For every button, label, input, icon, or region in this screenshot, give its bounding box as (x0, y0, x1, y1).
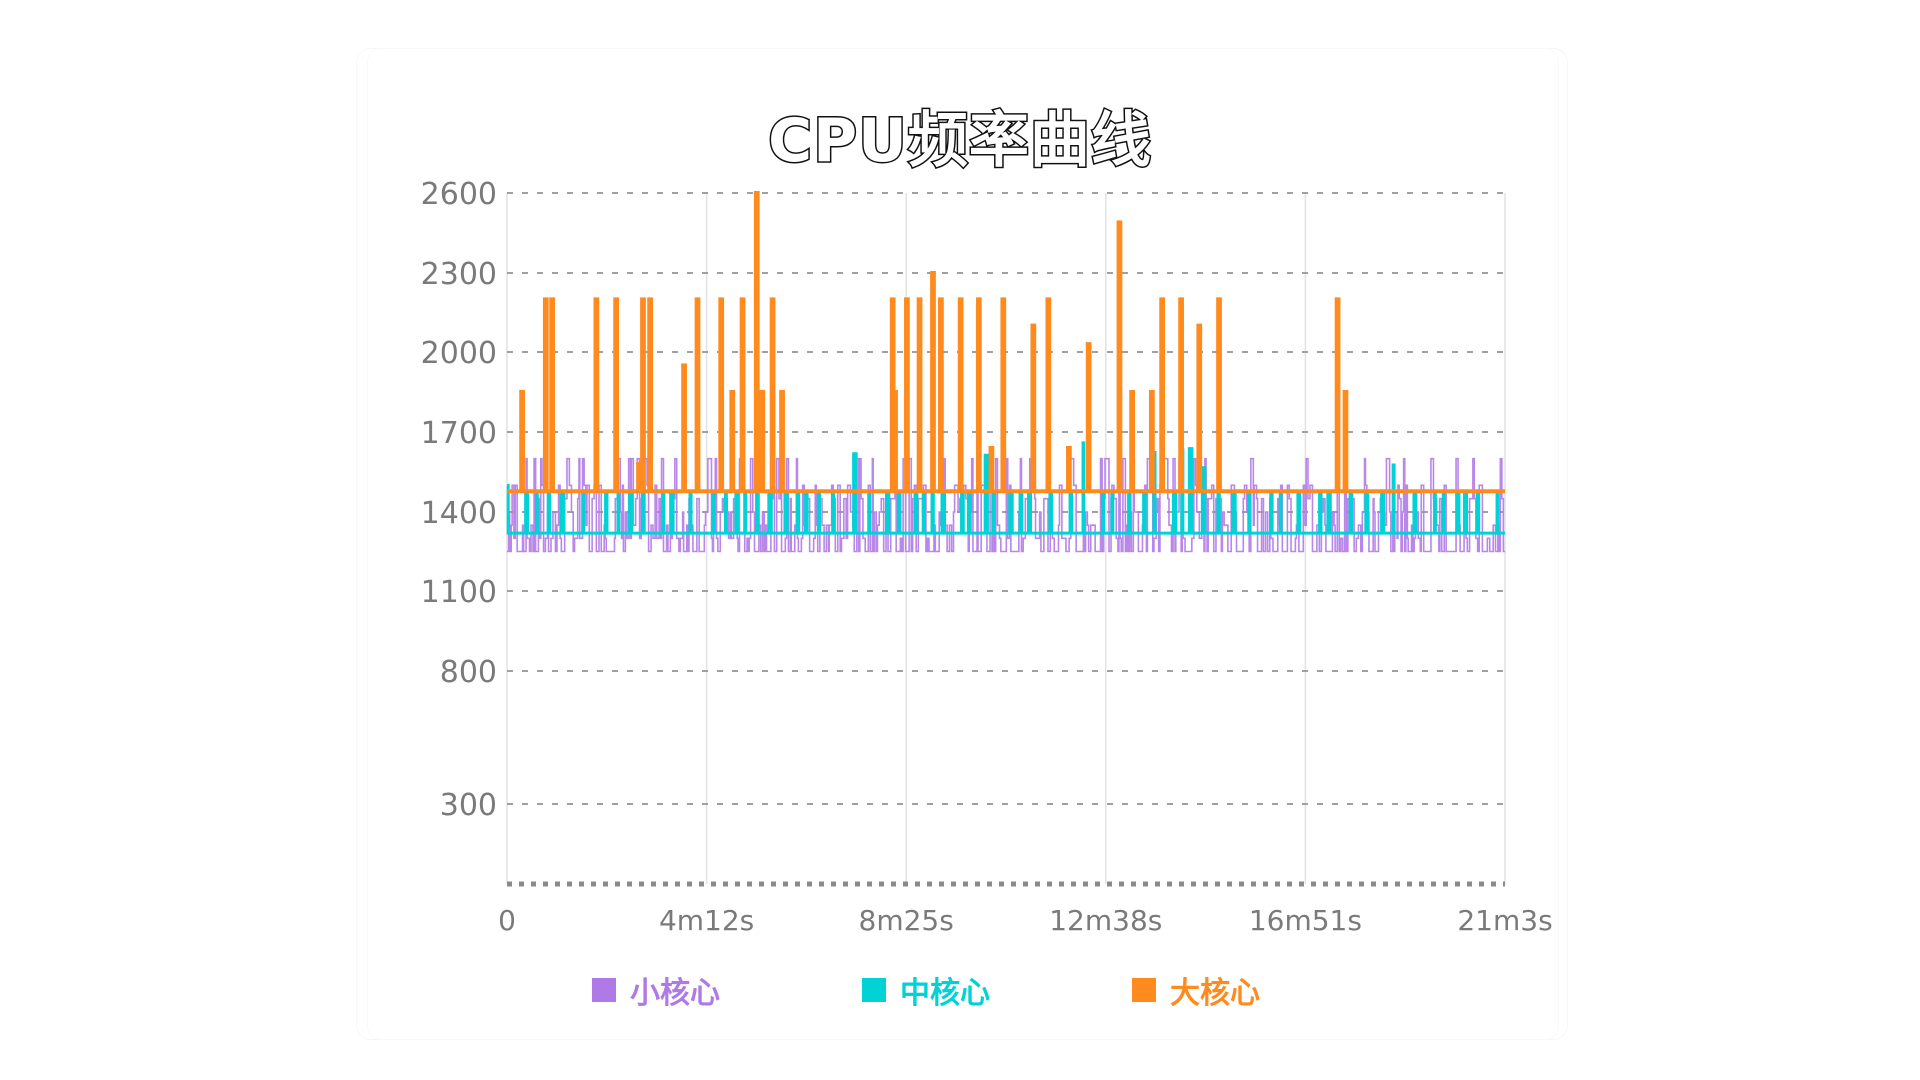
chart-title: CPU频率曲线 (767, 105, 1153, 178)
svg-text:1100: 1100 (421, 575, 497, 610)
svg-text:12m38s: 12m38s (1049, 904, 1162, 937)
svg-text:21m3s: 21m3s (1457, 904, 1552, 937)
svg-text:8m25s: 8m25s (859, 904, 954, 937)
svg-text:800: 800 (440, 655, 497, 690)
svg-text:2000: 2000 (421, 336, 497, 371)
legend-item-little-core[interactable]: 小核心 (592, 970, 720, 1011)
card-border-inner (367, 48, 1559, 1040)
legend: 小核心 中核心 大核心 (0, 970, 1920, 1011)
svg-text:2300: 2300 (421, 257, 497, 292)
legend-label-mid: 中核心 (900, 976, 990, 1011)
svg-text:0: 0 (498, 904, 516, 937)
y-axis-labels: 2600 2300 2000 1700 1400 1100 800 300 (421, 177, 497, 823)
legend-swatch-big (1132, 978, 1156, 1002)
series-big-core (507, 191, 1505, 494)
legend-label-big: 大核心 (1170, 976, 1260, 1011)
svg-text:16m51s: 16m51s (1249, 904, 1362, 937)
svg-text:1400: 1400 (421, 496, 497, 531)
legend-item-big-core[interactable]: 大核心 (1132, 970, 1260, 1011)
svg-text:4m12s: 4m12s (659, 904, 754, 937)
legend-item-mid-core[interactable]: 中核心 (862, 970, 990, 1011)
x-axis-labels: 0 4m12s 8m25s 12m38s 16m51s 21m3s (498, 904, 1553, 937)
legend-label-little: 小核心 (630, 976, 720, 1011)
legend-swatch-mid (862, 978, 886, 1002)
svg-text:2600: 2600 (421, 177, 497, 212)
svg-text:1700: 1700 (421, 416, 497, 451)
legend-swatch-little (592, 978, 616, 1002)
svg-text:300: 300 (440, 788, 497, 823)
